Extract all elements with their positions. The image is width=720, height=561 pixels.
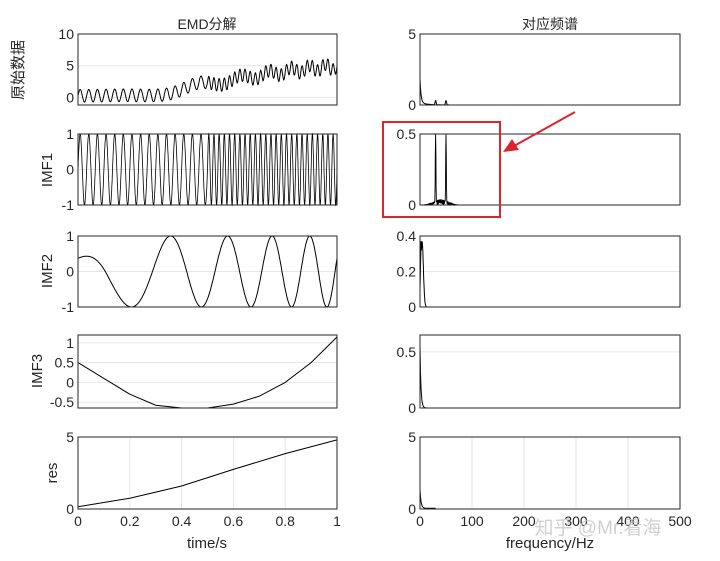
svg-text:0.6: 0.6 bbox=[224, 513, 244, 529]
res-axes bbox=[77, 436, 338, 510]
svg-text:10: 10 bbox=[58, 26, 74, 42]
grid-lines bbox=[78, 65, 680, 509]
svg-text:0.5: 0.5 bbox=[397, 126, 417, 142]
svg-text:0: 0 bbox=[416, 513, 424, 529]
ylabel-imf2: IMF2 bbox=[39, 254, 56, 288]
svg-text:1: 1 bbox=[66, 228, 74, 244]
spectrum-imf3-axes bbox=[419, 334, 681, 409]
watermark: 知乎 @Mr.看海 bbox=[535, 517, 662, 539]
left-column-title: EMD分解 bbox=[177, 16, 236, 32]
svg-text:1: 1 bbox=[66, 335, 74, 351]
svg-text:0: 0 bbox=[66, 374, 74, 390]
svg-text:0.5: 0.5 bbox=[55, 355, 75, 371]
svg-text:-1: -1 bbox=[62, 197, 75, 213]
imf2-axes bbox=[77, 235, 338, 308]
spectrum-imf1-axes bbox=[419, 133, 681, 206]
svg-text:0: 0 bbox=[66, 501, 74, 517]
axes-frames bbox=[77, 33, 681, 510]
svg-text:0.4: 0.4 bbox=[397, 228, 417, 244]
svg-text:1: 1 bbox=[333, 513, 341, 529]
svg-text:0.2: 0.2 bbox=[397, 264, 417, 280]
svg-text:0: 0 bbox=[408, 501, 416, 517]
svg-text:0: 0 bbox=[74, 513, 82, 529]
svg-text:0: 0 bbox=[408, 197, 416, 213]
svg-text:0: 0 bbox=[408, 97, 416, 113]
svg-text:0.4: 0.4 bbox=[172, 513, 192, 529]
original-axes bbox=[77, 33, 338, 106]
spectrum-original-axes bbox=[419, 33, 681, 106]
ylabel-original: 原始数据 bbox=[10, 40, 27, 100]
svg-text:0: 0 bbox=[408, 299, 416, 315]
svg-text:0: 0 bbox=[66, 264, 74, 280]
right-column-title: 对应频谱 bbox=[522, 16, 578, 32]
svg-text:100: 100 bbox=[460, 513, 484, 529]
svg-text:5: 5 bbox=[66, 429, 74, 445]
svg-text:500: 500 bbox=[668, 513, 692, 529]
highlight-box bbox=[382, 121, 501, 218]
spectrum-imf2-axes bbox=[419, 235, 681, 308]
imf1-axes bbox=[77, 133, 338, 206]
svg-text:0: 0 bbox=[66, 162, 74, 178]
svg-text:300: 300 bbox=[564, 513, 588, 529]
ylabel-imf1: IMF1 bbox=[39, 153, 56, 187]
svg-text:5: 5 bbox=[66, 58, 74, 74]
svg-text:5: 5 bbox=[408, 26, 416, 42]
imf3-axes bbox=[77, 334, 338, 409]
ylabel-res: res bbox=[44, 463, 61, 484]
svg-text:1: 1 bbox=[66, 126, 74, 142]
xlabel-frequency: frequency/Hz bbox=[506, 535, 594, 552]
svg-text:0: 0 bbox=[408, 400, 416, 416]
svg-text:0: 0 bbox=[66, 89, 74, 105]
svg-text:-1: -1 bbox=[62, 299, 75, 315]
svg-text:0.8: 0.8 bbox=[275, 513, 295, 529]
spectrum-res-axes bbox=[419, 436, 681, 510]
svg-text:5: 5 bbox=[408, 429, 416, 445]
svg-text:0.2: 0.2 bbox=[120, 513, 140, 529]
ylabel-imf3: IMF3 bbox=[29, 354, 46, 388]
red-arrow-icon bbox=[503, 111, 576, 152]
svg-text:200: 200 bbox=[512, 513, 536, 529]
svg-text:-0.5: -0.5 bbox=[50, 394, 74, 410]
xlabel-time: time/s bbox=[187, 535, 227, 552]
svg-text:400: 400 bbox=[616, 513, 640, 529]
svg-text:0.5: 0.5 bbox=[397, 344, 417, 360]
